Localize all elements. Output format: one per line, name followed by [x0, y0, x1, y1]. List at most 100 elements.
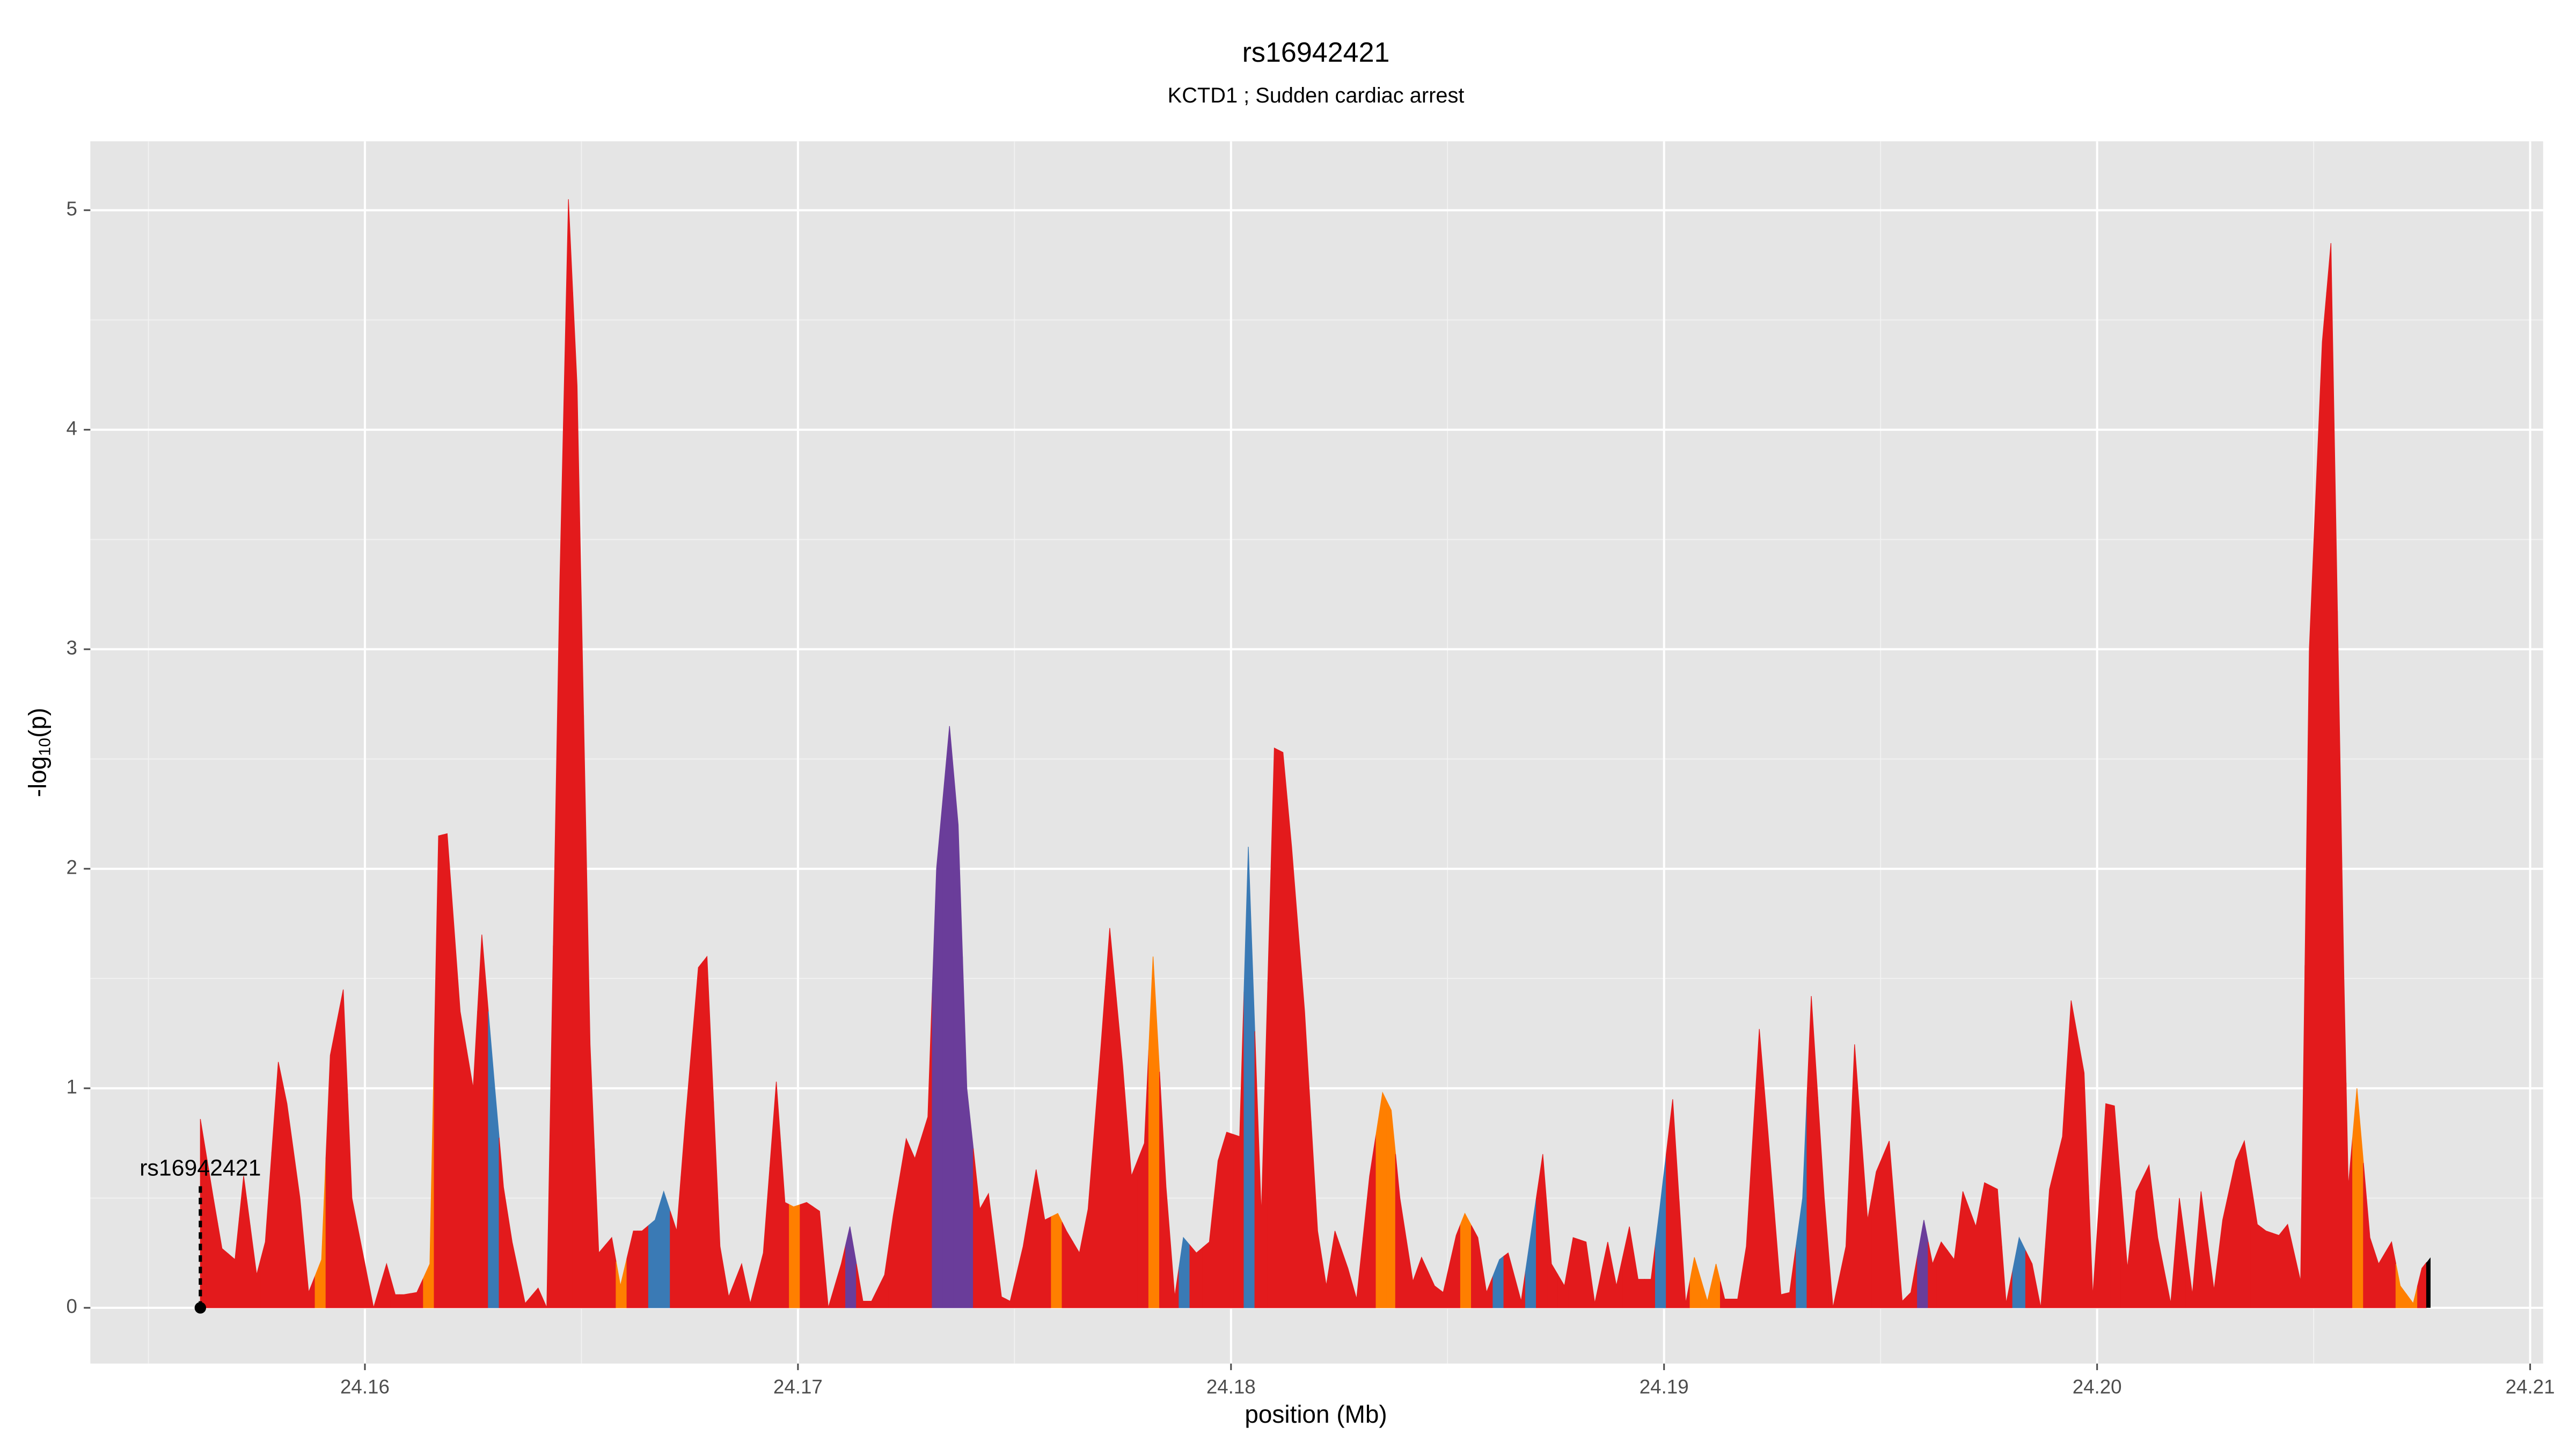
- area-segment: [594, 1148, 606, 1308]
- area-segment: [1460, 1212, 1472, 1308]
- y-axis-label: -log10(p): [24, 708, 54, 797]
- area-segment: [271, 1062, 283, 1308]
- area-segment: [856, 1264, 868, 1308]
- area-segment: [1406, 1240, 1418, 1308]
- area-segment: [2229, 1151, 2241, 1308]
- area-segment: [1428, 1271, 1439, 1308]
- annotation-label: rs16942421: [140, 1155, 261, 1181]
- area-segment: [2110, 1104, 2121, 1308]
- area-segment: [1990, 1185, 2002, 1308]
- area-segment: [867, 1287, 879, 1308]
- area-segment: [1525, 1198, 1537, 1308]
- area-segment: [206, 1158, 218, 1308]
- area-segment: [1254, 982, 1269, 1308]
- area-segment: [2283, 1224, 2295, 1308]
- area-segment: [1062, 1222, 1073, 1308]
- area-segment: [2025, 1250, 2037, 1308]
- area-segment: [1579, 1239, 1591, 1308]
- area-segment: [1029, 1169, 1041, 1308]
- area-segment: [1417, 1256, 1429, 1308]
- grid: [90, 141, 2543, 1364]
- area-segment: [1720, 1281, 1732, 1308]
- area-segment: [2337, 611, 2347, 1308]
- y-tick-label: 3: [66, 636, 77, 658]
- area-segment: [379, 1262, 391, 1308]
- area-segment: [2240, 1139, 2251, 1308]
- area-segment: [336, 989, 348, 1308]
- area-segment: [1233, 991, 1245, 1308]
- area-segment: [834, 1245, 846, 1308]
- area-segment: [2426, 1257, 2431, 1308]
- area-segment: [1213, 1146, 1223, 1308]
- area-segment: [2326, 243, 2338, 1308]
- area-segment: [1906, 1256, 1918, 1308]
- area-segment: [239, 1176, 251, 1308]
- area-segment: [325, 1022, 338, 1308]
- area-segment: [434, 834, 443, 1308]
- area-segment: [789, 1204, 801, 1308]
- area-segment: [680, 1044, 692, 1308]
- area-segment: [1895, 1221, 1907, 1308]
- area-segment: [800, 1202, 814, 1308]
- area-segment: [1796, 1097, 1807, 1308]
- area-segment: [2153, 1201, 2165, 1308]
- area-segment: [488, 1011, 500, 1308]
- area-segment: [769, 1081, 781, 1308]
- area-segment: [1170, 1242, 1180, 1308]
- area-segment: [1731, 1272, 1743, 1308]
- area-segment: [2131, 1178, 2143, 1308]
- area-segment: [358, 1231, 370, 1308]
- area-segment: [2185, 1243, 2197, 1308]
- area-segment: [691, 961, 703, 1308]
- area-segment: [572, 292, 584, 1308]
- y-label-base: -log: [24, 756, 52, 797]
- area-segment: [2055, 1069, 2067, 1308]
- x-tick-label: 24.20: [2073, 1375, 2122, 1397]
- area-segment: [702, 955, 714, 1308]
- area-segment: [369, 1285, 380, 1308]
- area-segment: [2175, 1198, 2186, 1308]
- area-segment: [2088, 1184, 2100, 1308]
- area-segment: [442, 833, 454, 1308]
- area-segment: [1005, 1274, 1017, 1308]
- area-segment: [1298, 929, 1312, 1308]
- area-segment: [1311, 1121, 1322, 1308]
- y-tick-label: 1: [66, 1076, 77, 1098]
- area-segment: [1774, 1213, 1786, 1308]
- area-segment: [314, 1157, 326, 1308]
- area-segment: [1492, 1255, 1504, 1308]
- area-segment: [984, 1192, 996, 1308]
- area-segment: [1375, 1092, 1387, 1308]
- area-segment: [1817, 1097, 1829, 1308]
- area-segment: [2272, 1228, 2284, 1308]
- area-segment: [347, 1094, 359, 1308]
- area-segment: [1958, 1191, 1970, 1308]
- area-segment: [499, 1137, 508, 1308]
- area-segment: [2001, 1246, 2013, 1308]
- area-segment: [1267, 747, 1279, 1308]
- area-segment: [1601, 1242, 1613, 1308]
- area-segment: [1222, 1131, 1234, 1308]
- area-segment: [2315, 292, 2327, 1308]
- area-segment: [1386, 1101, 1396, 1308]
- area-segment: [1633, 1253, 1645, 1308]
- area-segment: [648, 1205, 660, 1308]
- area-segment: [1711, 1263, 1721, 1308]
- area-segment: [877, 1245, 889, 1308]
- area-segment: [1947, 1225, 1959, 1308]
- area-segment: [2120, 1187, 2132, 1308]
- y-label-sub: 10: [36, 738, 54, 756]
- area-segment: [1503, 1252, 1515, 1308]
- area-segment: [390, 1279, 400, 1308]
- area-segment: [1557, 1261, 1569, 1308]
- area-segment: [1363, 1134, 1377, 1308]
- y-tick-label: 4: [66, 417, 77, 439]
- area-segment: [1568, 1237, 1580, 1308]
- area-segment: [1137, 1050, 1150, 1308]
- area-segment: [1148, 956, 1160, 1308]
- area-segment: [2077, 1036, 2089, 1308]
- area-segment: [1094, 986, 1106, 1308]
- area-segment: [942, 726, 954, 1308]
- area-segment: [531, 1287, 543, 1308]
- x-tick-label: 24.17: [773, 1375, 823, 1397]
